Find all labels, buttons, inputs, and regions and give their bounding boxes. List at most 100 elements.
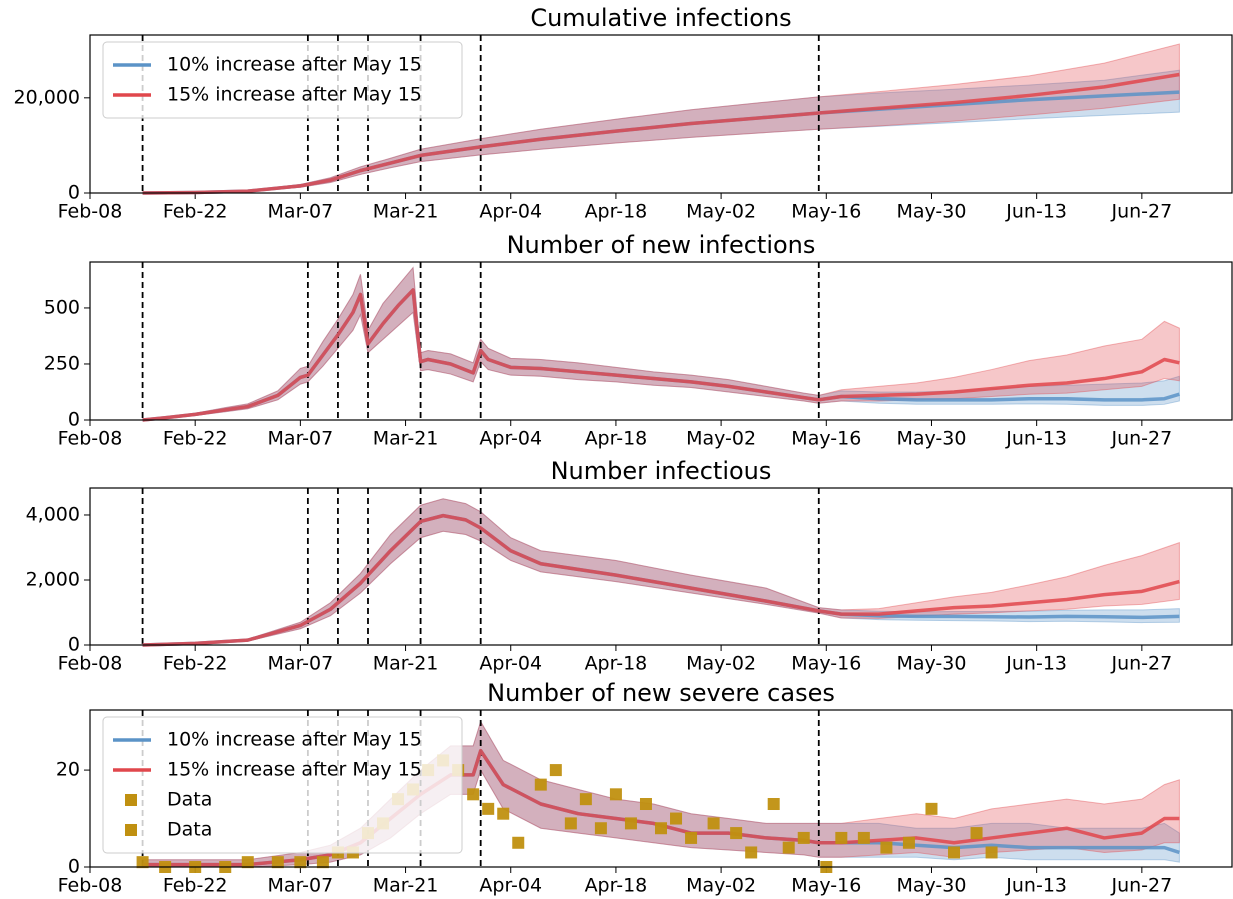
x-tick-label: Feb-22 [163,653,228,675]
x-tick-label: Jun-27 [1110,875,1172,897]
confidence-band [142,43,1180,194]
data-point [624,817,637,830]
data-point [835,831,848,844]
data-point [767,798,780,811]
legend-label: 10% increase after May 15 [167,729,422,751]
legend-marker [125,794,137,806]
plot-frame [89,34,1233,194]
data-point [970,827,983,840]
panel: Cumulative infections 0 20,000 Feb-08 Feb-22… [14,4,1233,223]
x-tick-label: May-30 [896,428,966,450]
series-line [142,513,1180,647]
confidence-band [142,498,1180,646]
data-point [685,831,698,844]
x-tick-label: Feb-22 [163,428,228,450]
data-point [880,841,893,854]
panel-title: Number of new severe cases [487,679,835,707]
data-point [579,793,592,806]
series-line [142,72,1180,195]
x-tick-label: Mar-07 [268,875,334,897]
data-point [670,812,683,825]
x-tick-label: Jun-27 [1110,653,1172,675]
legend-label: 15% increase after May 15 [167,759,422,781]
x-tick-label: Feb-08 [58,875,123,897]
x-tick-label: Mar-07 [268,201,334,223]
panel: Number infectious 0 2,000 4,000 Feb-08 Feb-22… [26,457,1233,675]
x-tick-label: May-16 [791,875,861,897]
x-tick-label: Jun-13 [1005,875,1067,897]
legend-marker [125,824,137,836]
x-tick-label: Apr-18 [585,428,648,450]
confidence-band [142,266,1180,421]
plot-frame [89,261,1233,421]
x-tick-label: Apr-18 [585,653,648,675]
data-point [271,856,284,869]
x-tick-label: Mar-21 [373,428,439,450]
x-tick-label: Jun-13 [1005,201,1067,223]
x-tick-label: Feb-22 [163,201,228,223]
panel-title: Cumulative infections [530,4,791,32]
panel: Number of new infections 0 250 500 Feb-08 Feb… [44,231,1233,450]
x-tick-label: Apr-04 [479,653,542,675]
x-tick-label: May-02 [686,653,756,675]
x-tick-label: Apr-04 [479,201,542,223]
data-point [655,822,667,835]
panel: Number of new severe cases 0 20 Feb-08 Feb-2… [56,679,1233,897]
x-tick-label: Feb-22 [163,875,228,897]
x-tick-label: Jun-13 [1005,653,1067,675]
series-line [142,288,1180,422]
x-tick-label: May-16 [791,428,861,450]
data-point [707,817,720,830]
data-point [745,846,758,859]
data-point [136,856,149,869]
y-tick-label: 2,000 [26,568,80,590]
data-point [512,836,525,849]
plot-frame [89,709,1233,868]
data-point [241,856,254,869]
x-tick-label: May-02 [686,875,756,897]
x-tick-label: May-02 [686,201,756,223]
data-point [639,798,652,811]
data-point [482,802,495,815]
y-tick-label: 0 [68,409,80,431]
data-point [534,778,547,791]
plot-frame [89,487,1233,646]
data-point [985,846,998,859]
x-tick-label: Mar-07 [268,653,334,675]
x-tick-label: May-30 [896,653,966,675]
legend-label: Data [167,819,212,841]
y-tick-label: 250 [44,352,80,374]
data-point [549,764,562,777]
y-tick-label: 0 [68,856,80,878]
data-point [609,788,622,801]
x-tick-label: May-16 [791,201,861,223]
x-tick-label: Apr-04 [479,428,542,450]
x-tick-label: May-16 [791,653,861,675]
data-point [925,802,938,815]
confidence-band [142,69,1180,194]
data-point [730,827,743,840]
data-point [497,807,510,820]
x-tick-label: Apr-04 [479,875,542,897]
legend-box [102,41,463,119]
legend-box [102,716,463,854]
x-tick-label: Mar-21 [373,201,439,223]
panel-title: Number infectious [551,457,772,485]
series-line [142,288,1180,422]
confidence-band [142,266,1180,421]
data-point [902,836,915,849]
data-point [857,831,870,844]
x-tick-label: Feb-08 [58,428,123,450]
legend-label: 15% increase after May 15 [167,84,422,106]
y-tick-label: 500 [44,296,80,318]
data-point [782,841,795,854]
panel-title: Number of new infections [507,231,816,259]
x-tick-label: May-30 [896,875,966,897]
confidence-band [142,720,1180,868]
y-tick-label: 4,000 [26,503,80,525]
y-tick-label: 20,000 [14,86,80,108]
x-tick-label: Jun-13 [1005,428,1067,450]
data-point [316,856,329,869]
data-point [797,831,810,844]
